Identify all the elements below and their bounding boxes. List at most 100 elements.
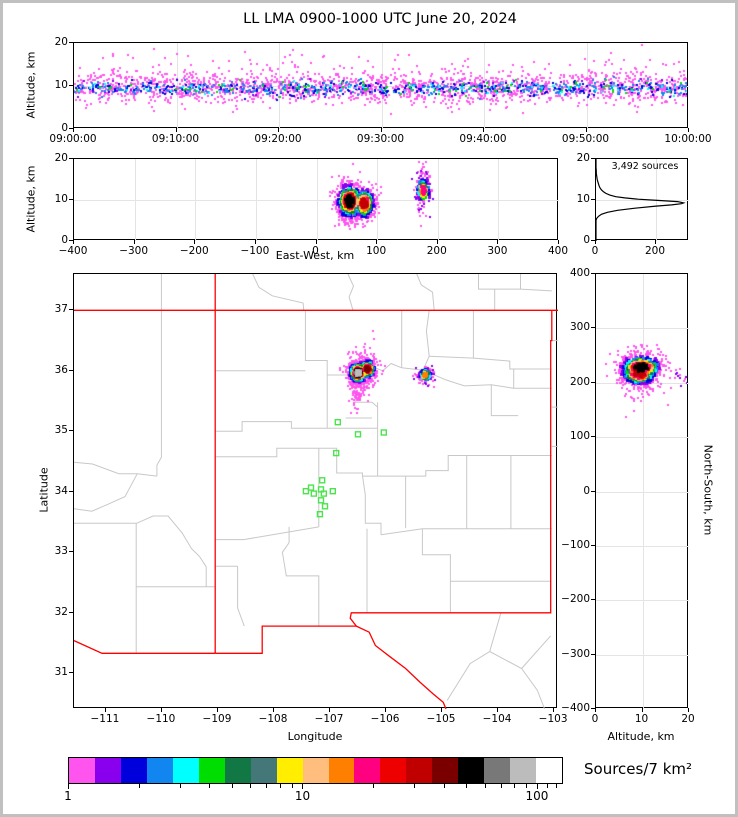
tick-label: 09:00:00 bbox=[49, 133, 97, 145]
ns_height-scatter bbox=[596, 274, 687, 707]
tick-label: 0 bbox=[591, 713, 599, 725]
tick-label: 400 bbox=[547, 245, 569, 257]
tick-mark bbox=[160, 708, 162, 712]
colorbar-minor-tick bbox=[443, 784, 445, 788]
ew_height-scatter bbox=[74, 159, 557, 239]
tick-label: −200 bbox=[561, 593, 590, 606]
tick-label: −300 bbox=[561, 647, 590, 660]
tick-mark bbox=[441, 708, 443, 712]
tick-label: 10:00:00 bbox=[664, 133, 712, 145]
tick-label: −110 bbox=[146, 713, 176, 725]
tick-mark bbox=[278, 128, 279, 132]
colorbar-minor-tick bbox=[500, 784, 502, 788]
tick-label: 20 bbox=[681, 713, 695, 725]
tick-label: 100 bbox=[569, 430, 590, 443]
tick-label: −103 bbox=[538, 713, 568, 725]
colorbar-minor-tick bbox=[209, 784, 211, 788]
colorbar-minor-tick bbox=[484, 784, 486, 788]
colorbar-segment bbox=[432, 758, 459, 783]
altitude-histogram-panel bbox=[595, 158, 689, 241]
colorbar-minor-tick bbox=[546, 784, 548, 788]
tick-label: 09:10:00 bbox=[151, 133, 200, 145]
tick-label: 10 bbox=[54, 79, 68, 91]
histogram-curve bbox=[596, 159, 686, 241]
colorbar-minor-tick bbox=[138, 784, 140, 788]
tick-mark bbox=[655, 240, 656, 244]
colorbar-minor-tick bbox=[514, 784, 516, 788]
tick-label: 10 bbox=[634, 713, 649, 725]
ns-panel-xlabel: Altitude, km bbox=[607, 730, 675, 743]
colorbar-segment bbox=[146, 758, 173, 783]
tick-label: 0 bbox=[583, 234, 590, 246]
tick-label: 0 bbox=[61, 234, 68, 246]
tick-label: −400 bbox=[561, 702, 590, 714]
tick-mark bbox=[591, 653, 595, 655]
colorbar-segment bbox=[120, 758, 147, 783]
tick-mark bbox=[69, 611, 73, 613]
colorbar-segment bbox=[250, 758, 277, 783]
tick-mark bbox=[69, 128, 73, 129]
tick-mark bbox=[69, 551, 73, 553]
tick-mark bbox=[69, 309, 73, 311]
tick-label: 35 bbox=[54, 424, 68, 437]
tick-label: 200 bbox=[569, 375, 590, 388]
tick-label: 09:40:00 bbox=[459, 133, 507, 145]
tick-mark bbox=[315, 240, 317, 244]
gridline bbox=[596, 200, 689, 201]
colorbar-segment bbox=[224, 758, 251, 783]
tick-mark bbox=[385, 708, 387, 712]
tick-mark bbox=[69, 158, 73, 159]
tick-mark bbox=[688, 128, 689, 132]
tick-mark bbox=[376, 240, 378, 244]
tick-label: 200 bbox=[644, 245, 666, 257]
tick-label: −100 bbox=[240, 245, 270, 257]
colorbar-segment bbox=[198, 758, 225, 783]
tick-mark bbox=[591, 158, 595, 159]
colorbar-segment bbox=[69, 758, 95, 783]
figure-title: LL LMA 0900-1000 UTC June 20, 2024 bbox=[243, 11, 517, 27]
colorbar-minor-tick bbox=[291, 784, 293, 788]
tick-mark bbox=[591, 490, 595, 492]
tick-label: −105 bbox=[426, 713, 456, 725]
tick-mark bbox=[558, 240, 559, 244]
colorbar-segment bbox=[458, 758, 485, 783]
tick-label: 0 bbox=[61, 122, 68, 134]
tick-mark bbox=[591, 436, 595, 438]
tick-mark bbox=[497, 708, 499, 712]
colorbar-segment bbox=[172, 758, 199, 783]
tick-mark bbox=[591, 381, 595, 383]
tick-mark bbox=[591, 273, 595, 274]
tick-mark bbox=[254, 240, 256, 244]
tick-mark bbox=[69, 240, 73, 241]
tick-mark bbox=[585, 128, 587, 132]
tick-mark bbox=[272, 708, 274, 712]
tick-mark bbox=[436, 240, 438, 244]
tick-mark bbox=[688, 708, 689, 712]
colorbar-tick-label: 10 bbox=[294, 789, 311, 803]
colorbar-segment bbox=[380, 758, 407, 783]
colorbar-minor-tick bbox=[466, 784, 468, 788]
colorbar-minor-tick bbox=[373, 784, 375, 788]
colorbar-tick bbox=[68, 784, 69, 789]
tick-label: 20 bbox=[576, 152, 590, 164]
tick-mark bbox=[69, 85, 73, 86]
tick-label: 100 bbox=[366, 245, 387, 257]
tick-label: −100 bbox=[561, 538, 590, 551]
histogram-annotation: 3,492 sources bbox=[611, 161, 679, 172]
colorbar-minor-tick bbox=[526, 784, 528, 788]
tick-label: −200 bbox=[179, 245, 209, 257]
north-south-height-panel bbox=[595, 273, 689, 709]
tick-label: 0 bbox=[583, 484, 590, 497]
tick-label: 10 bbox=[576, 193, 590, 205]
colorbar-minor-tick bbox=[179, 784, 181, 788]
tick-label: −108 bbox=[258, 713, 288, 725]
tick-label: 400 bbox=[569, 267, 590, 279]
tick-label: −400 bbox=[58, 245, 88, 257]
tick-label: −300 bbox=[119, 245, 149, 257]
tick-label: 20 bbox=[54, 152, 68, 164]
tick-label: 20 bbox=[54, 36, 68, 48]
colorbar-tick bbox=[302, 784, 304, 789]
tick-label: 200 bbox=[426, 245, 447, 257]
colorbar bbox=[68, 757, 563, 784]
colorbar-minor-tick bbox=[250, 784, 252, 788]
